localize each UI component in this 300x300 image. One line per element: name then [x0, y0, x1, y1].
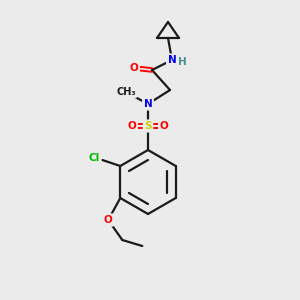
Text: O: O: [104, 215, 113, 225]
Text: O: O: [130, 63, 138, 73]
Text: Cl: Cl: [89, 153, 100, 163]
Text: N: N: [168, 55, 176, 65]
Text: N: N: [144, 99, 152, 109]
Text: CH₃: CH₃: [116, 87, 136, 97]
Text: O: O: [128, 121, 136, 131]
Text: H: H: [178, 57, 186, 67]
Text: O: O: [160, 121, 168, 131]
Text: S: S: [144, 121, 152, 131]
